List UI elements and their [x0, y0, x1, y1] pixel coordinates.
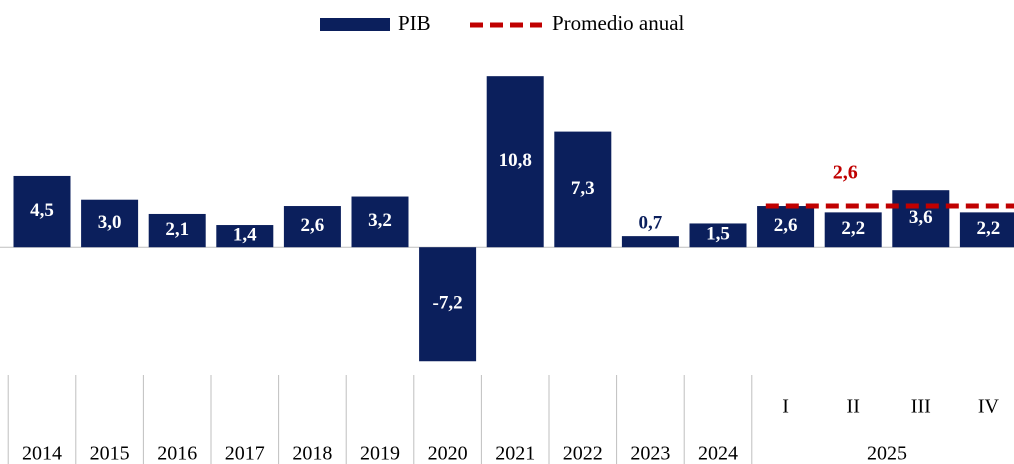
x-tick-label: 2017: [225, 443, 265, 464]
bar: [486, 76, 544, 248]
x-tick-label: II: [847, 396, 860, 418]
data-label: 3,2: [368, 210, 392, 231]
x-tick-label: 2022: [563, 443, 603, 464]
bar: [621, 236, 679, 248]
data-label: 7,3: [571, 178, 595, 199]
data-label: 2,6: [774, 215, 798, 236]
x-tick-label: III: [911, 396, 931, 418]
x-tick-label: I: [782, 396, 789, 418]
bar: [283, 206, 341, 248]
data-label: 3,0: [98, 212, 122, 233]
x-tick-label: 2016: [157, 443, 197, 464]
bar: [757, 206, 815, 248]
bar: [689, 223, 747, 248]
bar: [959, 212, 1014, 248]
data-label: -7,2: [433, 293, 463, 314]
x-tick-label: 2020: [428, 443, 468, 464]
bar: [13, 175, 71, 248]
x-tick-label: 2023: [630, 443, 670, 464]
x-tick-label: 2015: [90, 443, 130, 464]
bar: [824, 212, 882, 248]
data-label: 2,2: [977, 218, 1001, 239]
bar: [216, 225, 274, 248]
x-tick-label: 2018: [292, 443, 332, 464]
data-label: 1,5: [706, 224, 730, 245]
bar: [419, 247, 477, 362]
x-tick-label: 2014: [22, 443, 62, 464]
x-tick-label: 2024: [698, 443, 738, 464]
data-label: 10,8: [499, 150, 532, 171]
bar: [81, 199, 139, 248]
bar: [351, 196, 409, 248]
x-tick-label: IV: [978, 396, 1000, 418]
average-label: 2,6: [833, 162, 858, 184]
legend-label: PIB: [398, 11, 431, 35]
data-label: 2,2: [841, 218, 865, 239]
bar: [892, 190, 950, 248]
bar: [148, 213, 206, 248]
data-label: 4,5: [30, 200, 54, 221]
x-tick-label: 2021: [495, 443, 535, 464]
legend-label: Promedio anual: [552, 11, 685, 35]
legend-swatch: [320, 18, 390, 31]
x-group-label: 2025: [867, 443, 907, 464]
data-label: 3,6: [909, 207, 933, 228]
x-tick-label: 2019: [360, 443, 400, 464]
data-label: 2,6: [301, 215, 325, 236]
data-label: 0,7: [639, 212, 663, 233]
data-label: 1,4: [233, 224, 257, 245]
data-label: 2,1: [165, 219, 189, 240]
bar: [554, 131, 612, 248]
